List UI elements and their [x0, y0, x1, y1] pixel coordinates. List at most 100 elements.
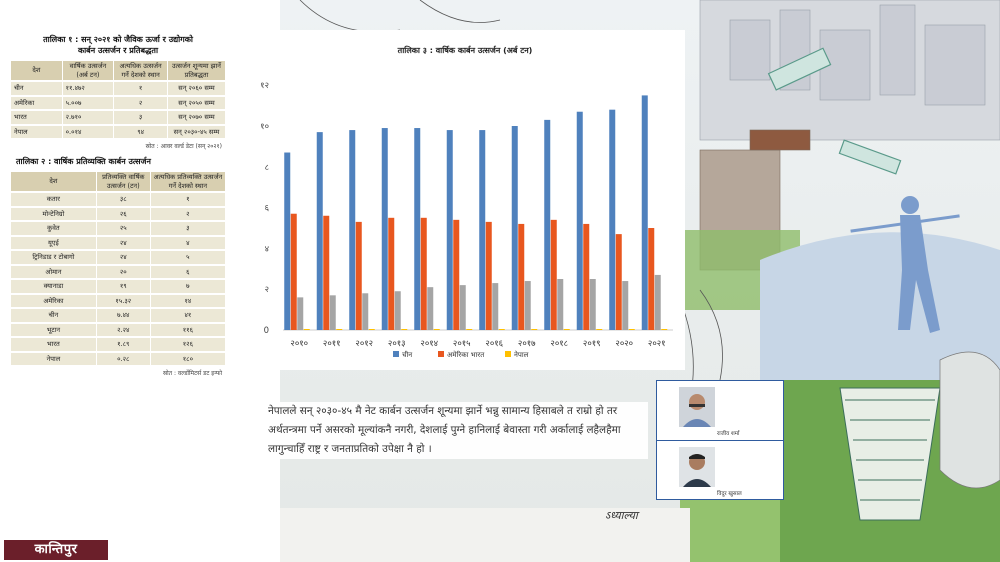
legend-label: चीन — [402, 350, 412, 359]
x-tick-label: २०१९ — [583, 339, 601, 349]
author-name: विदुर खुसाल — [717, 491, 742, 497]
bar — [336, 329, 343, 330]
authors-box: राजीव शर्मा विदुर खुसाल — [656, 380, 784, 500]
bar — [420, 217, 427, 330]
bar — [381, 128, 388, 330]
y-tick-label: ८ — [265, 163, 269, 173]
table1-header: अत्यधिक उत्सर्जन गर्ने देशको स्थान — [114, 61, 167, 80]
table-row: कुवेत २५ ३ — [11, 222, 225, 235]
y-tick-label: १० — [260, 122, 269, 132]
table1-title-line1: तालिका १ : सन् २०२१ को जैविक ऊर्जा र उद्… — [43, 35, 193, 44]
table1-source: स्रोत : आवर वर्ल्ड डेटा (सन् २०२१) — [145, 143, 222, 150]
bar — [433, 329, 440, 330]
table-row: नेपाल ०.०१४ ९४ सन् २०३०-४५ सम्म — [11, 125, 225, 138]
x-tick-label: २०१८ — [550, 339, 568, 349]
bar — [414, 128, 421, 330]
table2-title: तालिका २ : वार्षिक प्रतिव्यक्ति कार्बन उ… — [16, 157, 151, 166]
table1-header: उत्सर्जन शून्यमा झार्ने प्रतिबद्धता — [168, 61, 225, 80]
bar — [485, 221, 492, 330]
bar — [576, 111, 583, 330]
table-cell: ५ — [150, 251, 225, 264]
table-cell: १८० — [150, 352, 225, 365]
bar — [531, 329, 538, 330]
bar — [544, 119, 551, 330]
table2-header: अत्यधिक प्रतिव्यक्ति उत्सर्जन गर्ने देशक… — [150, 172, 225, 191]
table-cell: २.७१० — [62, 111, 114, 124]
x-tick-label: २०११ — [323, 339, 341, 349]
table-cell: ट्रिनिडाड र टोबागो — [11, 251, 96, 264]
table1-title: तालिका १ : सन् २०२१ को जैविक ऊर्जा र उद्… — [10, 34, 226, 56]
bar — [628, 329, 635, 330]
table-cell: भारत — [11, 111, 62, 124]
article-excerpt: नेपालले सन् २०३०-४५ मै नेट कार्बन उत्सर्… — [268, 402, 648, 459]
bar — [446, 130, 453, 330]
table-row: भारत २.७१० ३ सन् २०७० सम्म — [11, 111, 225, 124]
table-cell: ३ — [150, 222, 225, 235]
table-row: चीन ११.४७२ १ सन् २०६० सम्म — [11, 82, 225, 95]
table-cell: १९ — [96, 280, 150, 293]
x-tick-label: २०१७ — [518, 339, 536, 349]
table-cell: ७.४४ — [96, 309, 150, 322]
table-cell: ३ — [114, 111, 167, 124]
table-cell: ९४ — [114, 125, 167, 138]
emissions-bar-chart: 0 २ ४ ६ ८ १० १२ २०१० २०११ २०१२ २०१३ २०१४ २०१५ २०१६ २०१… — [260, 81, 673, 359]
author-photo-icon — [679, 447, 715, 487]
author-card: राजीव शर्मा — [657, 381, 783, 440]
y-tick-label: १२ — [260, 81, 269, 91]
table-cell: नेपाल — [11, 125, 62, 138]
bar — [596, 329, 603, 330]
legend-swatch — [438, 351, 444, 357]
bar — [648, 228, 655, 330]
table-cell: १.८९ — [96, 338, 150, 351]
table-row: ओमान २० ६ — [11, 265, 225, 278]
table2-body: कतार ३८ १ मोन्टेनिग्रो २६ २ कुवेत २५ ३ यूएई २४ ४ ट्र… — [11, 193, 225, 365]
bar — [297, 297, 304, 330]
table-cell: ४ — [150, 236, 225, 249]
table-cell: भूटान — [11, 323, 96, 336]
legend-label: नेपाल — [514, 350, 529, 359]
table-row: मोन्टेनिग्रो २६ २ — [11, 207, 225, 220]
bar — [316, 132, 323, 330]
bar — [355, 221, 362, 330]
bar — [563, 329, 570, 330]
table-cell: १२६ — [150, 338, 225, 351]
table-cell: ३८ — [96, 193, 150, 206]
table-cell: ७ — [150, 280, 225, 293]
bar — [290, 213, 297, 330]
bar — [557, 279, 564, 330]
table-row: यूएई २४ ४ — [11, 236, 225, 249]
table-cell: चीन — [11, 309, 96, 322]
x-tick-label: २०२० — [615, 339, 633, 349]
bar — [641, 95, 648, 331]
table-cell: सन् २०७० सम्म — [168, 111, 225, 124]
y-tick-label: 0 — [264, 326, 269, 336]
table-cell: २५ — [96, 222, 150, 235]
bar — [498, 329, 505, 330]
x-tick-label: २०१४ — [420, 339, 438, 349]
table-cell: १५.३२ — [96, 294, 150, 307]
table-cell: ६ — [150, 265, 225, 278]
x-tick-label: २०२१ — [648, 339, 666, 349]
chart-panel: तालिका ३ : वार्षिक कार्बन उत्सर्जन (अर्ब… — [245, 30, 685, 370]
table-row: चीन ७.४४ ४१ — [11, 309, 225, 322]
table-cell: २४ — [96, 251, 150, 264]
table-cell: ११६ — [150, 323, 225, 336]
table-cell: यूएई — [11, 236, 96, 249]
bar — [427, 287, 434, 330]
tables-panel: तालिका १ : सन् २०२१ को जैविक ऊर्जा र उद्… — [10, 30, 226, 506]
x-tick-label: २०१० — [290, 339, 308, 349]
author-name: राजीव शर्मा — [717, 431, 740, 437]
author-photo-icon — [679, 387, 715, 427]
table-cell: २४ — [96, 236, 150, 249]
bar — [349, 130, 356, 330]
y-tick-label: ६ — [265, 204, 270, 214]
table-cell: कुवेत — [11, 222, 96, 235]
bar — [609, 109, 616, 331]
bar — [466, 329, 473, 330]
table-cell: ओमान — [11, 265, 96, 278]
table-cell: अमेरिका — [11, 294, 96, 307]
bar — [524, 281, 531, 330]
table2-header: देश — [11, 172, 96, 191]
x-tick-label: २०१३ — [388, 339, 406, 349]
x-tick-label: २०१६ — [485, 339, 503, 349]
